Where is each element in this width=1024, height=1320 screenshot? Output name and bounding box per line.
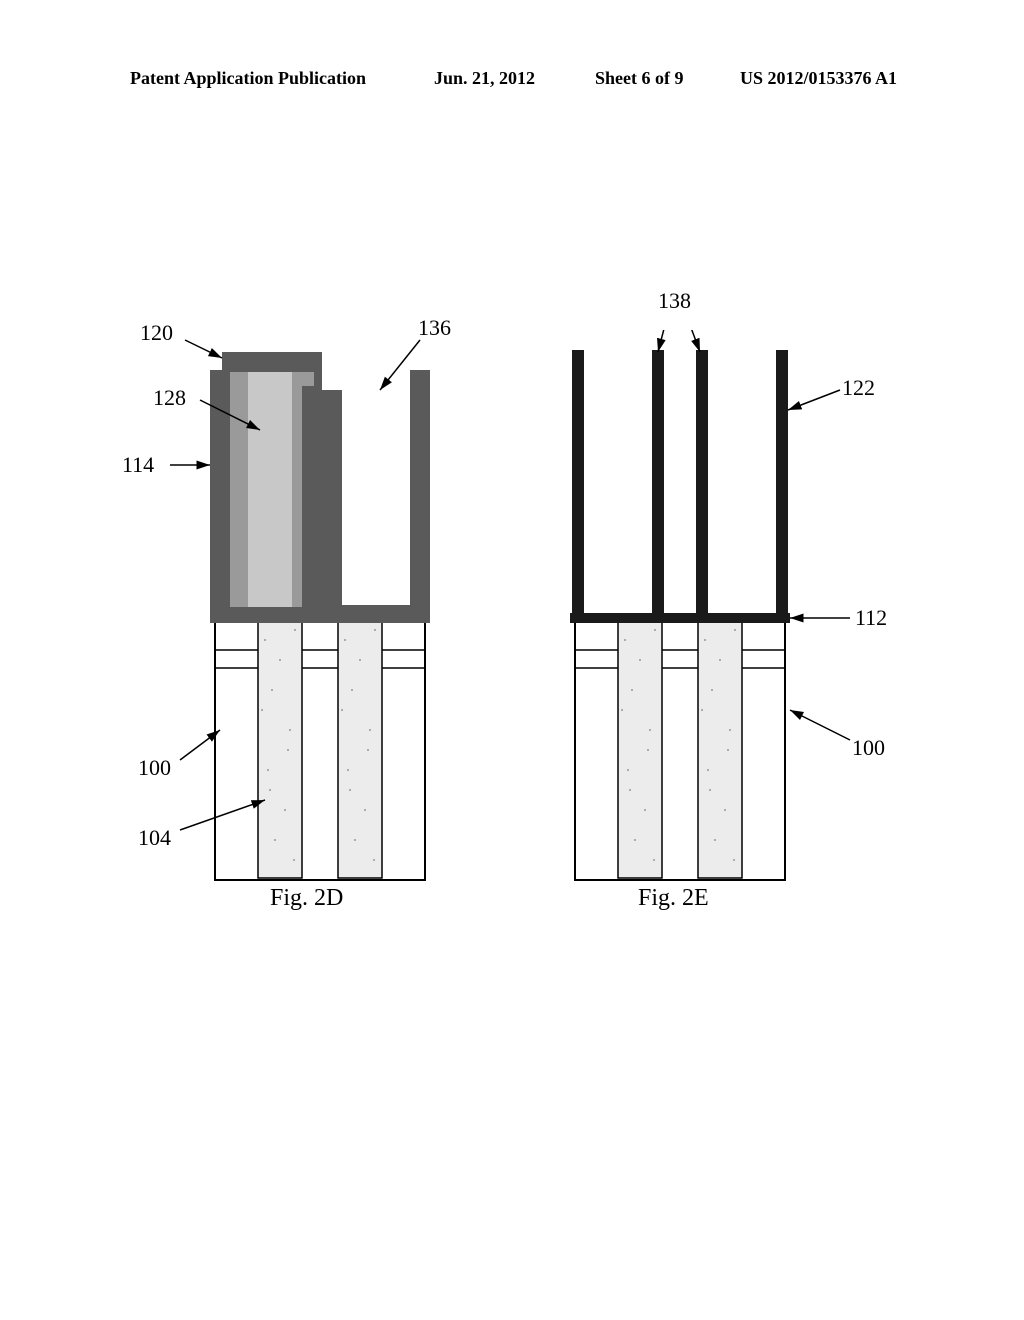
figure-2e-svg (530, 330, 890, 920)
caption-2d: Fig. 2D (270, 885, 343, 912)
figure-2e: 138 122 112 100 Fig. 2E (530, 330, 890, 925)
label-138: 138 (658, 288, 691, 314)
label-128: 128 (153, 385, 186, 411)
label-122: 122 (842, 375, 875, 401)
label-100-2e: 100 (852, 735, 885, 761)
figure-2d: 120 128 114 136 100 104 Fig. 2D (150, 330, 490, 925)
caption-2e: Fig. 2E (638, 885, 709, 912)
label-100-2d: 100 (138, 755, 171, 781)
label-114: 114 (122, 452, 154, 478)
label-112: 112 (855, 605, 887, 631)
header-sheet: Sheet 6 of 9 (595, 68, 684, 89)
header-date: Jun. 21, 2012 (434, 68, 535, 89)
header-publication: Patent Application Publication (130, 68, 366, 89)
label-104: 104 (138, 825, 171, 851)
label-136: 136 (418, 315, 451, 341)
figure-2d-svg (150, 330, 490, 920)
header-pubnum: US 2012/0153376 A1 (740, 68, 897, 89)
label-120: 120 (140, 320, 173, 346)
